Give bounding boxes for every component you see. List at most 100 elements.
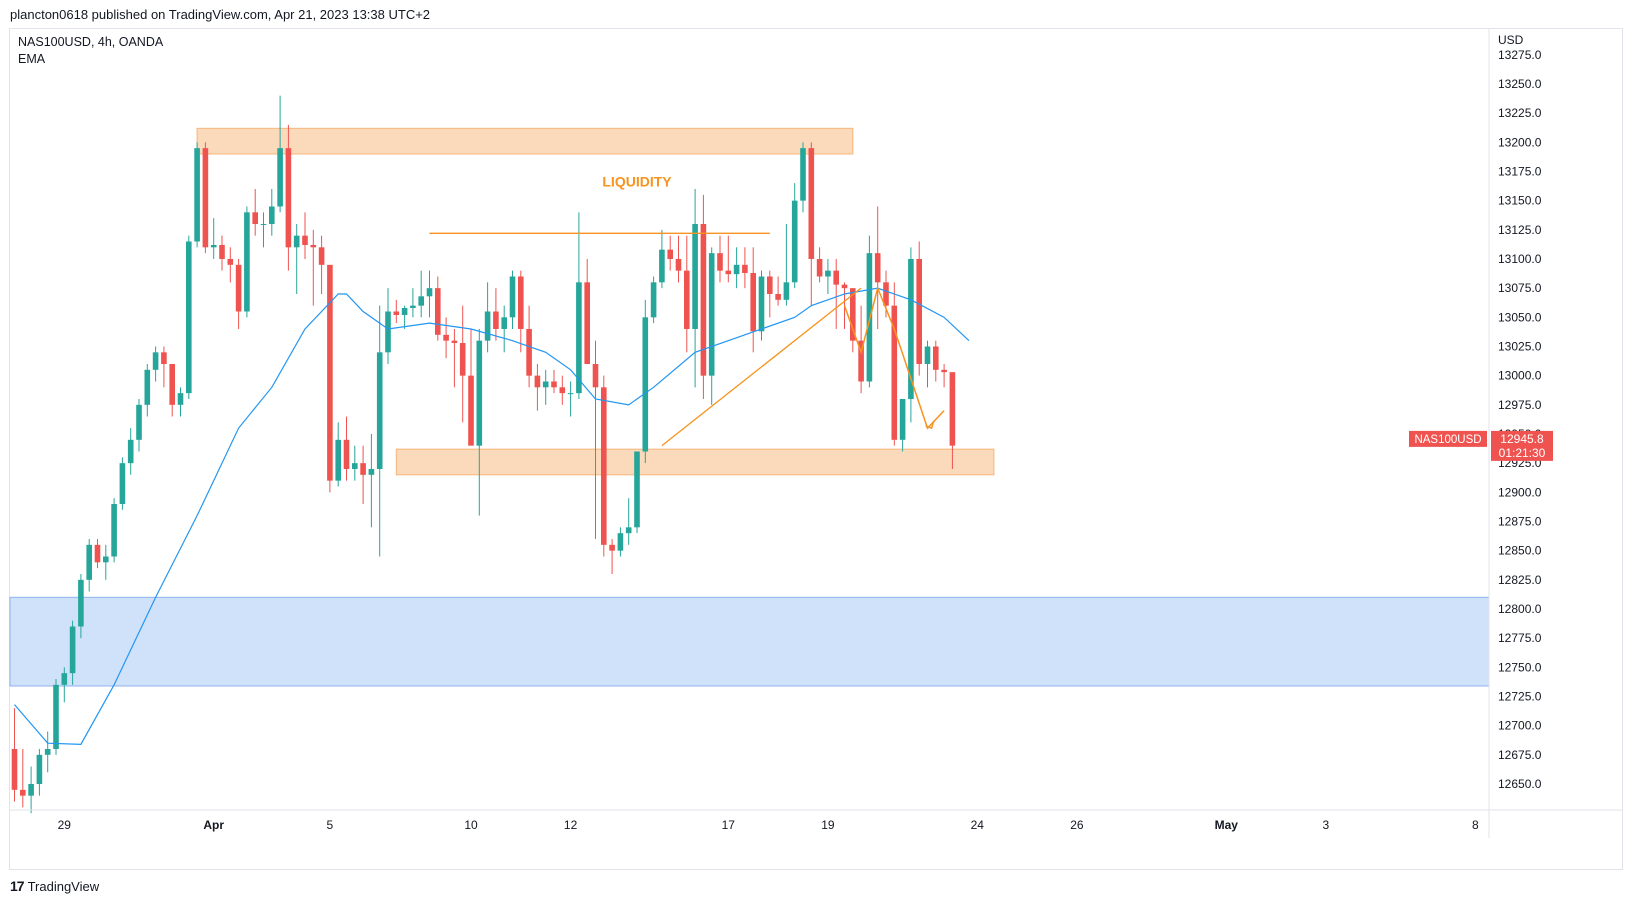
candle[interactable] (933, 340, 939, 382)
candle[interactable] (78, 573, 84, 639)
candle[interactable] (235, 258, 242, 329)
candle[interactable] (518, 270, 524, 353)
candle[interactable] (833, 258, 839, 329)
candle[interactable] (742, 247, 748, 289)
candle[interactable] (244, 206, 250, 318)
candle[interactable] (152, 346, 159, 382)
candle[interactable] (542, 369, 549, 405)
candle[interactable] (44, 731, 51, 773)
candle[interactable] (219, 235, 225, 271)
candle[interactable] (343, 416, 350, 481)
candle[interactable] (227, 247, 234, 283)
demand-zone[interactable] (9, 596, 1490, 687)
candle[interactable] (393, 299, 400, 324)
candle[interactable] (650, 276, 657, 324)
candle[interactable] (941, 363, 947, 388)
candle[interactable] (708, 247, 715, 405)
candle[interactable] (484, 282, 491, 353)
candle[interactable] (144, 363, 151, 417)
candle[interactable] (352, 445, 358, 481)
candle[interactable] (136, 398, 142, 452)
candle[interactable] (385, 288, 391, 364)
candle[interactable] (269, 188, 275, 236)
candle[interactable] (443, 317, 449, 359)
candle[interactable] (576, 212, 582, 399)
candle[interactable] (501, 305, 507, 353)
candle[interactable] (468, 328, 474, 446)
candle[interactable] (559, 375, 566, 405)
candle[interactable] (318, 235, 325, 294)
candle[interactable] (625, 498, 632, 545)
symbol-legend[interactable]: NAS100USD, 4h, OANDA (18, 35, 164, 49)
candle[interactable] (28, 766, 34, 814)
trendline[interactable] (661, 287, 862, 447)
candle[interactable] (783, 223, 790, 306)
candle[interactable] (908, 247, 914, 423)
candle[interactable] (924, 340, 931, 388)
projection-path[interactable] (843, 285, 945, 430)
candle[interactable] (459, 305, 466, 423)
candle[interactable] (601, 375, 607, 557)
candle[interactable] (401, 305, 408, 329)
candle[interactable] (850, 288, 856, 353)
candle[interactable] (534, 363, 541, 411)
candle[interactable] (567, 381, 574, 417)
candle[interactable] (584, 258, 590, 364)
candle[interactable] (53, 678, 59, 755)
candle[interactable] (435, 276, 441, 341)
candle[interactable] (86, 538, 92, 592)
candle[interactable] (360, 445, 366, 504)
candle[interactable] (368, 433, 375, 528)
support-zone[interactable] (395, 448, 995, 476)
candle[interactable] (667, 235, 673, 271)
candle[interactable] (825, 258, 831, 294)
candle[interactable] (750, 247, 756, 353)
candle[interactable] (949, 372, 956, 469)
candle[interactable] (717, 235, 723, 283)
candle[interactable] (310, 229, 317, 306)
ema-legend[interactable]: EMA (18, 52, 46, 66)
candle[interactable] (874, 206, 881, 329)
candle[interactable] (293, 223, 300, 294)
candle[interactable] (592, 340, 599, 539)
candle[interactable] (335, 422, 341, 487)
candle[interactable] (609, 538, 615, 574)
candle[interactable] (426, 270, 433, 318)
candle[interactable] (127, 428, 134, 475)
candle[interactable] (509, 270, 516, 329)
candle[interactable] (767, 270, 773, 318)
candle[interactable] (675, 235, 682, 283)
candle[interactable] (617, 527, 624, 557)
candle[interactable] (252, 188, 258, 236)
candle[interactable] (891, 282, 898, 446)
candle[interactable] (493, 288, 499, 341)
candle[interactable] (642, 299, 649, 464)
candle[interactable] (376, 305, 383, 557)
candle[interactable] (733, 247, 740, 289)
last-price-badge[interactable] (1491, 430, 1553, 461)
candle[interactable] (202, 142, 209, 254)
candle[interactable] (11, 708, 18, 802)
candle[interactable] (634, 451, 640, 534)
candle[interactable] (277, 95, 283, 213)
candle[interactable] (61, 667, 68, 703)
candle[interactable] (808, 142, 815, 306)
candle[interactable] (816, 247, 823, 283)
candle[interactable] (210, 218, 217, 259)
candle[interactable] (684, 235, 690, 353)
candle[interactable] (194, 142, 200, 248)
candle[interactable] (69, 620, 76, 685)
candle[interactable] (302, 212, 308, 259)
candle[interactable] (161, 346, 167, 388)
candle[interactable] (551, 369, 557, 394)
supply-zone[interactable] (196, 127, 854, 155)
candle[interactable] (899, 398, 906, 452)
candle[interactable] (103, 544, 109, 580)
candle[interactable] (418, 270, 424, 318)
candle[interactable] (36, 748, 43, 796)
candle[interactable] (94, 538, 101, 569)
tradingview-logo[interactable]: 17 TradingView (10, 878, 99, 894)
candle[interactable] (791, 183, 798, 289)
candle[interactable] (800, 142, 806, 213)
candle[interactable] (410, 288, 416, 318)
